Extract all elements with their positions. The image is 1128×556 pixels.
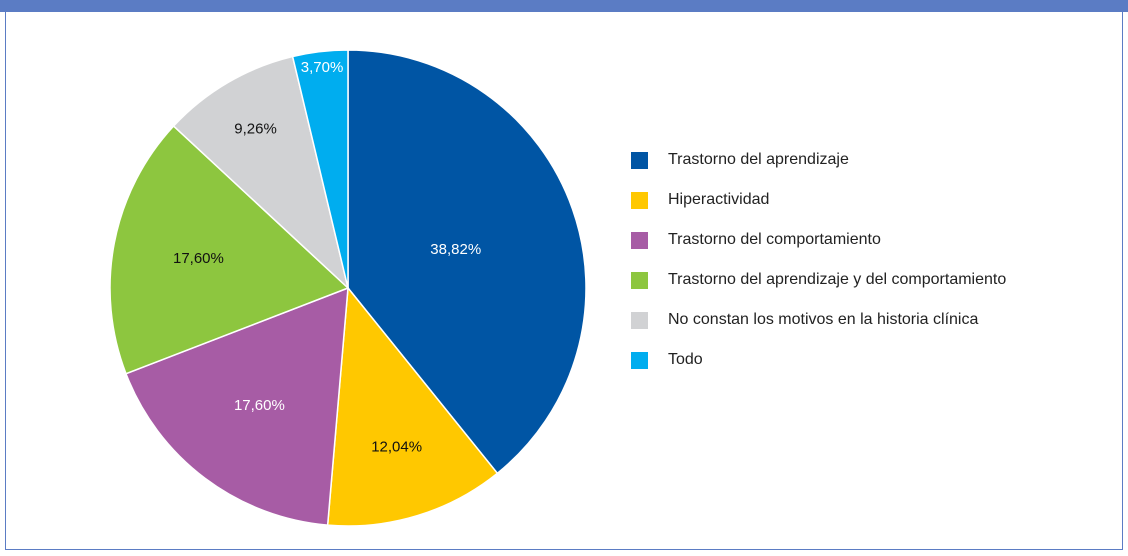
slice-label: 9,26% [234, 121, 277, 138]
legend-item: Hiperactividad [631, 190, 1051, 210]
legend: Trastorno del aprendizaje Hiperactividad T… [631, 150, 1051, 390]
chart-frame [5, 12, 1123, 550]
legend-item: Todo [631, 350, 1051, 370]
legend-item: Trastorno del aprendizaje y del comporta… [631, 270, 1051, 290]
header-bar [0, 0, 1128, 12]
slice-label: 17,60% [234, 397, 285, 414]
legend-label: Trastorno del comportamiento [668, 231, 881, 248]
legend-item: Trastorno del aprendizaje [631, 150, 1051, 170]
pie-slice [109, 124, 350, 375]
slice-label: 3,70% [301, 59, 344, 76]
legend-swatch [631, 352, 648, 369]
legend-label: No constan los motivos en la historia cl… [668, 311, 979, 328]
legend-swatch [631, 152, 648, 169]
legend-swatch [631, 272, 648, 289]
slice-label: 17,60% [173, 250, 224, 267]
legend-label: Hiperactividad [668, 191, 770, 208]
pie-slice [172, 55, 350, 291]
legend-label: Todo [668, 351, 703, 368]
legend-label: Trastorno del aprendizaje [668, 151, 849, 168]
legend-swatch [631, 232, 648, 249]
pie-slice [124, 286, 349, 526]
slice-label: 38,82% [430, 241, 481, 258]
legend-item: Trastorno del comportamiento [631, 230, 1051, 250]
legend-item: No constan los motivos en la historia cl… [631, 310, 1051, 330]
pie-slice [326, 286, 499, 527]
legend-label: Trastorno del aprendizaje y del comporta… [668, 271, 1007, 288]
pie-slice [291, 49, 349, 289]
pie-slice [347, 49, 587, 475]
legend-swatch [631, 192, 648, 209]
legend-swatch [631, 312, 648, 329]
slice-label: 12,04% [371, 438, 422, 455]
